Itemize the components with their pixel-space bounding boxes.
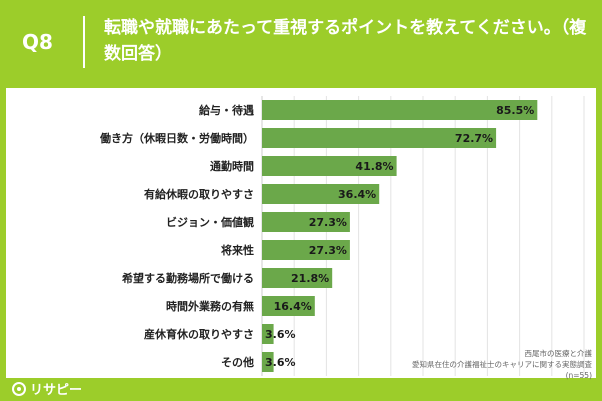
category-label: 産休育休の取りやすさ	[144, 327, 254, 341]
logo-icon	[12, 381, 26, 396]
source-line-2: 愛知県在住の介護福祉士のキャリアに関する実態調査	[412, 360, 592, 369]
bar	[262, 296, 315, 316]
data-label: 3.6%	[265, 328, 296, 341]
bar	[262, 352, 274, 372]
data-label: 41.8%	[355, 160, 393, 173]
data-label: 27.3%	[309, 244, 347, 257]
bar	[262, 324, 274, 344]
bar	[262, 212, 350, 232]
source-line-1: 西尾市の医療と介護	[524, 349, 593, 358]
bar	[262, 156, 397, 176]
bar	[262, 100, 538, 120]
footer-logo: リサピー	[12, 379, 82, 398]
logo-text: リサピー	[30, 383, 83, 398]
category-label: 通勤時間	[210, 159, 254, 173]
chart-card: 給与・待遇 85.5% 働き方（休暇日数・労働時間） 72.7% 通勤時間 41.8% 有給…	[6, 88, 596, 378]
data-label: 72.7%	[455, 132, 493, 145]
bar-chart: 給与・待遇 85.5% 働き方（休暇日数・労働時間） 72.7% 通勤時間 41.8% 有給…	[99, 96, 585, 376]
header-divider	[83, 16, 85, 68]
category-label: 希望する勤務場所で働ける	[121, 271, 254, 285]
source-note: 西尾市の医療と介護 愛知県在住の介護福祉士のキャリアに関する実態調査 (n=55…	[332, 348, 592, 381]
data-label: 85.5%	[496, 104, 534, 117]
bar	[262, 240, 350, 260]
data-label: 16.4%	[274, 300, 312, 313]
bar	[262, 128, 497, 148]
source-line-3: (n=55)	[565, 371, 592, 380]
category-label: 有給休暇の取りやすさ	[144, 187, 254, 201]
category-label: 将来性	[221, 243, 254, 257]
header: Q8 転職や就職にあたって重視するポイントを教えてください。（複数回答）	[0, 0, 602, 88]
bar	[262, 184, 380, 204]
question-number: Q8	[22, 30, 53, 54]
category-label: 働き方（休暇日数・労働時間）	[99, 131, 254, 145]
category-label: その他	[221, 355, 254, 369]
category-label: 給与・待遇	[199, 103, 254, 117]
bar	[262, 268, 333, 288]
data-label: 27.3%	[309, 216, 347, 229]
category-label: 時間外業務の有無	[166, 299, 254, 313]
data-label: 21.8%	[291, 272, 329, 285]
data-label: 36.4%	[338, 188, 376, 201]
category-label: ビジョン・価値観	[166, 215, 254, 229]
data-label: 3.6%	[265, 356, 296, 369]
question-title: 転職や就職にあたって重視するポイントを教えてください。（複数回答）	[104, 18, 587, 64]
